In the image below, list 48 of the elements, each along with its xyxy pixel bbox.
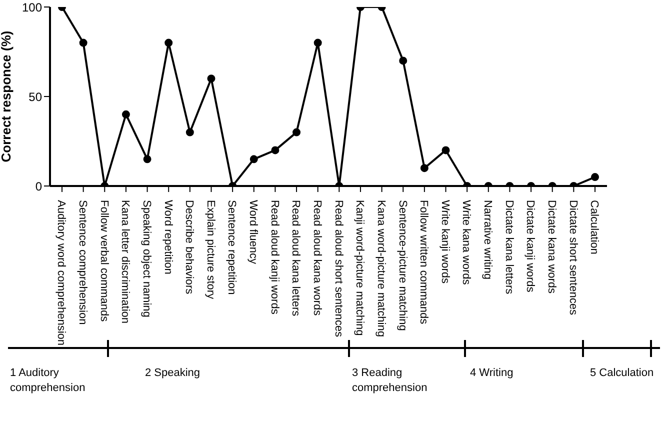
x-tick-label: Dictate kana letters [502,200,515,295]
text: 3 Reading comprehension [352,366,428,396]
text: 4 Writing [470,366,514,381]
x-tick-label: Read aloud kana letters [290,200,302,317]
x-tick-label: Write kana words [460,200,472,286]
point [143,155,152,164]
point [420,164,428,172]
x-tick-label: Sentence-picture matching [396,200,408,331]
x-tick-label: Narrative writing [482,200,494,280]
y-tick-label: 50 [28,90,42,104]
point [164,38,173,47]
point [122,110,130,118]
x-tick-label: Read aloud kana words [310,200,323,316]
y-axis-title: Correct responce (%) [0,30,14,162]
y-tick-label: 0 [35,179,42,194]
x-tick-label: Auditory word comprehension [55,200,68,346]
x-tick-label: Kana letter discrimination [119,200,132,324]
x-tick-label: Dictate kanji words [524,200,536,293]
x-tick-label: Read aloud short sentences [332,200,344,338]
x-tick-label: Write kanji words [438,200,451,284]
x-tick-label: Explain picture story [204,200,216,300]
x-tick-label: Word repetition [162,200,174,274]
point [79,38,88,47]
x-tick-label: Kanji word-picture matching [354,200,366,336]
x-tick-label: Read aloud kanji words [268,200,280,315]
y-tick-label: 100 [22,0,42,14]
text: 1 Auditory comprehension [10,366,86,396]
point [399,56,408,65]
x-tick-label: Speaking object naming [140,200,152,318]
x-tick-label: Sentence repetition [226,200,238,295]
point [442,146,450,154]
x-tick-label: Calculation [588,200,600,254]
x-tick-label: Follow written commands [418,200,430,325]
text: 2 Speaking [145,366,202,381]
text: 5 Calculation [590,366,655,381]
point [250,155,258,164]
point [271,146,280,154]
x-tick-label: Kana word-picture matching [374,200,387,337]
x-tick-label: Follow verbal commands [98,200,110,322]
x-tick-label: Word fluency [247,200,260,264]
x-tick-label: Dictate short sentences [566,200,579,316]
point [207,74,216,83]
x-tick-label: Describe behaviors [183,200,196,295]
point [314,38,322,47]
point [186,128,194,136]
x-tick-label: Dictate kana words [546,200,558,294]
point [292,128,301,136]
x-tick-label: Sentence comprehension [76,200,88,325]
